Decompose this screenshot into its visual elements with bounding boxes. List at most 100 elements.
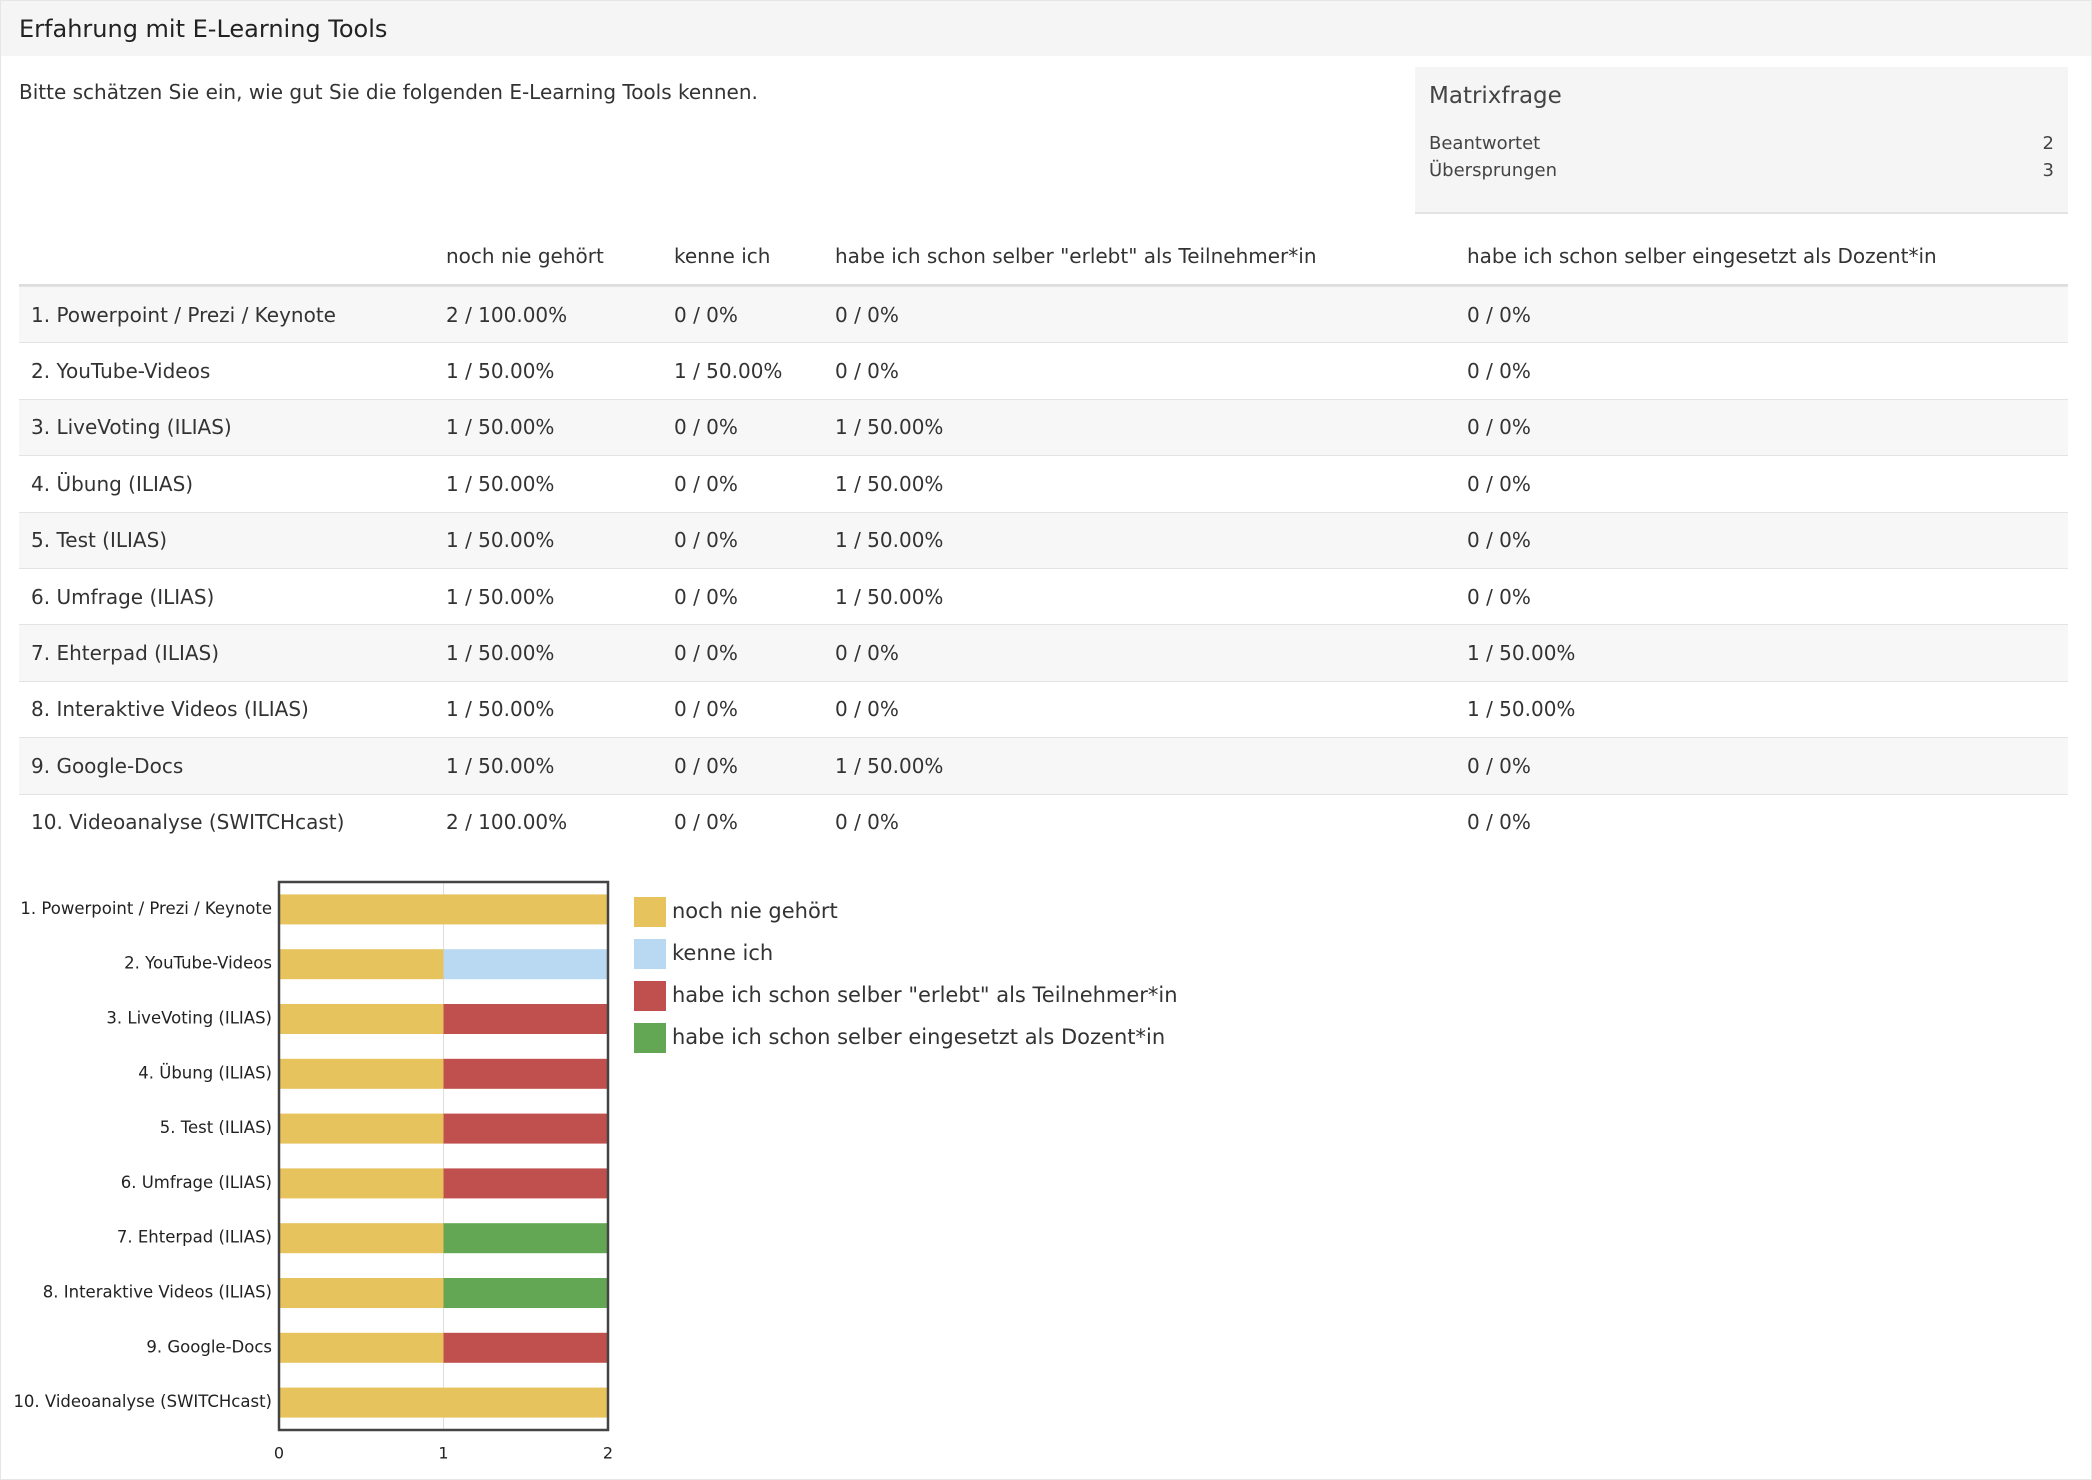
- bar-segment: [279, 1278, 444, 1308]
- y-tick-label: 8. Interaktive Videos (ILIAS): [43, 1283, 272, 1302]
- summary-box: Matrixfrage Beantwortet 2 Übersprungen3: [1415, 67, 2068, 214]
- table-cell: 1 / 50.00%: [835, 528, 943, 552]
- row-label: 2. YouTube-Videos: [31, 359, 210, 383]
- x-tick-label: 1: [438, 1444, 448, 1463]
- bar-segment: [444, 1333, 609, 1363]
- row-label: 1. Powerpoint / Prezi / Keynote: [31, 303, 336, 327]
- row-label: 6. Umfrage (ILIAS): [31, 585, 214, 609]
- table-cell: 0 / 0%: [835, 359, 899, 383]
- table-cell: 0 / 0%: [1467, 528, 1531, 552]
- table-row: 9. Google-Docs 1 / 50.00% 0 / 0% 1 / 50.00%…: [19, 737, 2068, 793]
- summary-row: Beantwortet 2: [1429, 133, 2054, 154]
- table-cell: 0 / 0%: [674, 472, 738, 496]
- y-tick-label: 2. YouTube-Videos: [124, 954, 272, 973]
- table-cell: 0 / 0%: [674, 810, 738, 834]
- column-header: habe ich schon selber eingesetzt als Doz…: [1467, 244, 1937, 268]
- x-tick-label: 2: [603, 1444, 613, 1463]
- table-cell: 1 / 50.00%: [835, 472, 943, 496]
- table-row: 1. Powerpoint / Prezi / Keynote 2 / 100.0…: [19, 286, 2068, 342]
- bar-segment: [444, 1168, 609, 1198]
- header: Erfahrung mit E-Learning Tools: [1, 1, 2091, 56]
- bar-segment: [444, 1114, 609, 1144]
- y-tick-label: 9. Google-Docs: [146, 1337, 272, 1356]
- table-cell: 0 / 0%: [1467, 415, 1531, 439]
- header-title: Erfahrung mit E-Learning Tools: [19, 15, 387, 43]
- summary-label: Beantwortet: [1429, 133, 1540, 154]
- row-label: 10. Videoanalyse (SWITCHcast): [31, 810, 344, 834]
- legend-label: kenne ich: [672, 941, 773, 965]
- legend-label: habe ich schon selber eingesetzt als Doz…: [672, 1025, 1165, 1049]
- y-tick-label: 7. Ehterpad (ILIAS): [117, 1228, 272, 1247]
- bar-segment: [279, 1223, 444, 1253]
- summary-title: Matrixfrage: [1429, 83, 1562, 109]
- table-row: 3. LiveVoting (ILIAS)1 / 50.00%0 / 0%1 /…: [19, 399, 2068, 455]
- column-header: noch nie gehört: [446, 244, 604, 268]
- table-cell: 1 / 50.00%: [1467, 697, 1575, 721]
- table-cell: 1 / 50.00%: [446, 472, 554, 496]
- bar-segment: [279, 1388, 608, 1418]
- table-cell: 1 / 50.00%: [1467, 641, 1575, 665]
- summary-label: Übersprungen: [1429, 160, 1557, 181]
- row-label: 5. Test (ILIAS): [31, 528, 167, 552]
- bar-segment: [444, 1004, 609, 1034]
- bar-segment: [444, 949, 609, 979]
- table-cell: 0 / 0%: [1467, 303, 1531, 327]
- bar-segment: [444, 1278, 609, 1308]
- table-cell: 0 / 0%: [674, 303, 738, 327]
- legend-swatch: [634, 981, 666, 1011]
- row-label: 7. Ehterpad (ILIAS): [31, 641, 219, 665]
- table-row: 4. Übung (ILIAS) 1 / 50.00% 0 / 0% 1 / 50.0…: [19, 455, 2068, 511]
- table-cell: 0 / 0%: [674, 415, 738, 439]
- table-row: 7. Ehterpad (ILIAS)1 / 50.00%0 / 0%0 / 0…: [19, 624, 2068, 680]
- results-table: noch nie gehört kenne ich habe ich schon s…: [19, 228, 2068, 850]
- bar-segment: [444, 1223, 609, 1253]
- table-cell: 2 / 100.00%: [446, 303, 567, 327]
- table-row: 8. Interaktive Videos (ILIAS) 1 / 50.00% 0…: [19, 681, 2068, 737]
- table-cell: 0 / 0%: [1467, 810, 1531, 834]
- table-row: 10. Videoanalyse (SWITCHcast) 2 / 100.00%…: [19, 794, 2068, 850]
- table-cell: 1 / 50.00%: [446, 359, 554, 383]
- table-cell: 1 / 50.00%: [835, 585, 943, 609]
- y-tick-label: 1. Powerpoint / Prezi / Keynote: [20, 899, 272, 918]
- table-cell: 1 / 50.00%: [835, 754, 943, 778]
- table-cell: 0 / 0%: [1467, 754, 1531, 778]
- table-cell: 1 / 50.00%: [446, 641, 554, 665]
- table-cell: 1 / 50.00%: [446, 528, 554, 552]
- summary-row: Übersprungen3: [1429, 160, 2054, 181]
- bar-segment: [279, 1333, 444, 1363]
- y-tick-label: 5. Test (ILIAS): [160, 1118, 272, 1137]
- table-cell: 0 / 0%: [674, 585, 738, 609]
- row-label: 9. Google-Docs: [31, 754, 183, 778]
- table-cell: 1 / 50.00%: [446, 754, 554, 778]
- row-label: 8. Interaktive Videos (ILIAS): [31, 697, 309, 721]
- y-tick-label: 10. Videoanalyse (SWITCHcast): [13, 1392, 272, 1411]
- table-cell: 1 / 50.00%: [446, 697, 554, 721]
- bar-segment: [279, 1059, 444, 1089]
- table-cell: 0 / 0%: [674, 697, 738, 721]
- table-row: 2. YouTube-Videos 1 / 50.00% 1 / 50.00% 0 /…: [19, 342, 2068, 398]
- summary-value: 2: [2043, 133, 2054, 154]
- row-label: 4. Übung (ILIAS): [31, 472, 193, 496]
- column-header: kenne ich: [674, 244, 770, 268]
- question-text: Bitte schätzen Sie ein, wie gut Sie die …: [19, 80, 758, 104]
- bar-segment: [279, 1168, 444, 1198]
- table-cell: 0 / 0%: [835, 810, 899, 834]
- column-header: habe ich schon selber "erlebt" als Teiln…: [835, 244, 1317, 268]
- bar-segment: [279, 949, 444, 979]
- bar-segment: [444, 1059, 609, 1089]
- table-cell: 0 / 0%: [1467, 472, 1531, 496]
- legend-label: habe ich schon selber "erlebt" als Teiln…: [672, 983, 1178, 1007]
- table-row: 6. Umfrage (ILIAS)1 / 50.00%0 / 0%1 / 50…: [19, 568, 2068, 624]
- table-cell: 0 / 0%: [1467, 359, 1531, 383]
- table-cell: 1 / 50.00%: [446, 415, 554, 439]
- table-cell: 0 / 0%: [674, 641, 738, 665]
- x-tick-label: 0: [274, 1444, 284, 1463]
- table-cell: 0 / 0%: [674, 528, 738, 552]
- table-cell: 1 / 50.00%: [674, 359, 782, 383]
- table-cell: 2 / 100.00%: [446, 810, 567, 834]
- legend-swatch: [634, 897, 666, 927]
- legend-label: noch nie gehört: [672, 899, 838, 923]
- table-cell: 0 / 0%: [1467, 585, 1531, 609]
- y-tick-label: 6. Umfrage (ILIAS): [121, 1173, 272, 1192]
